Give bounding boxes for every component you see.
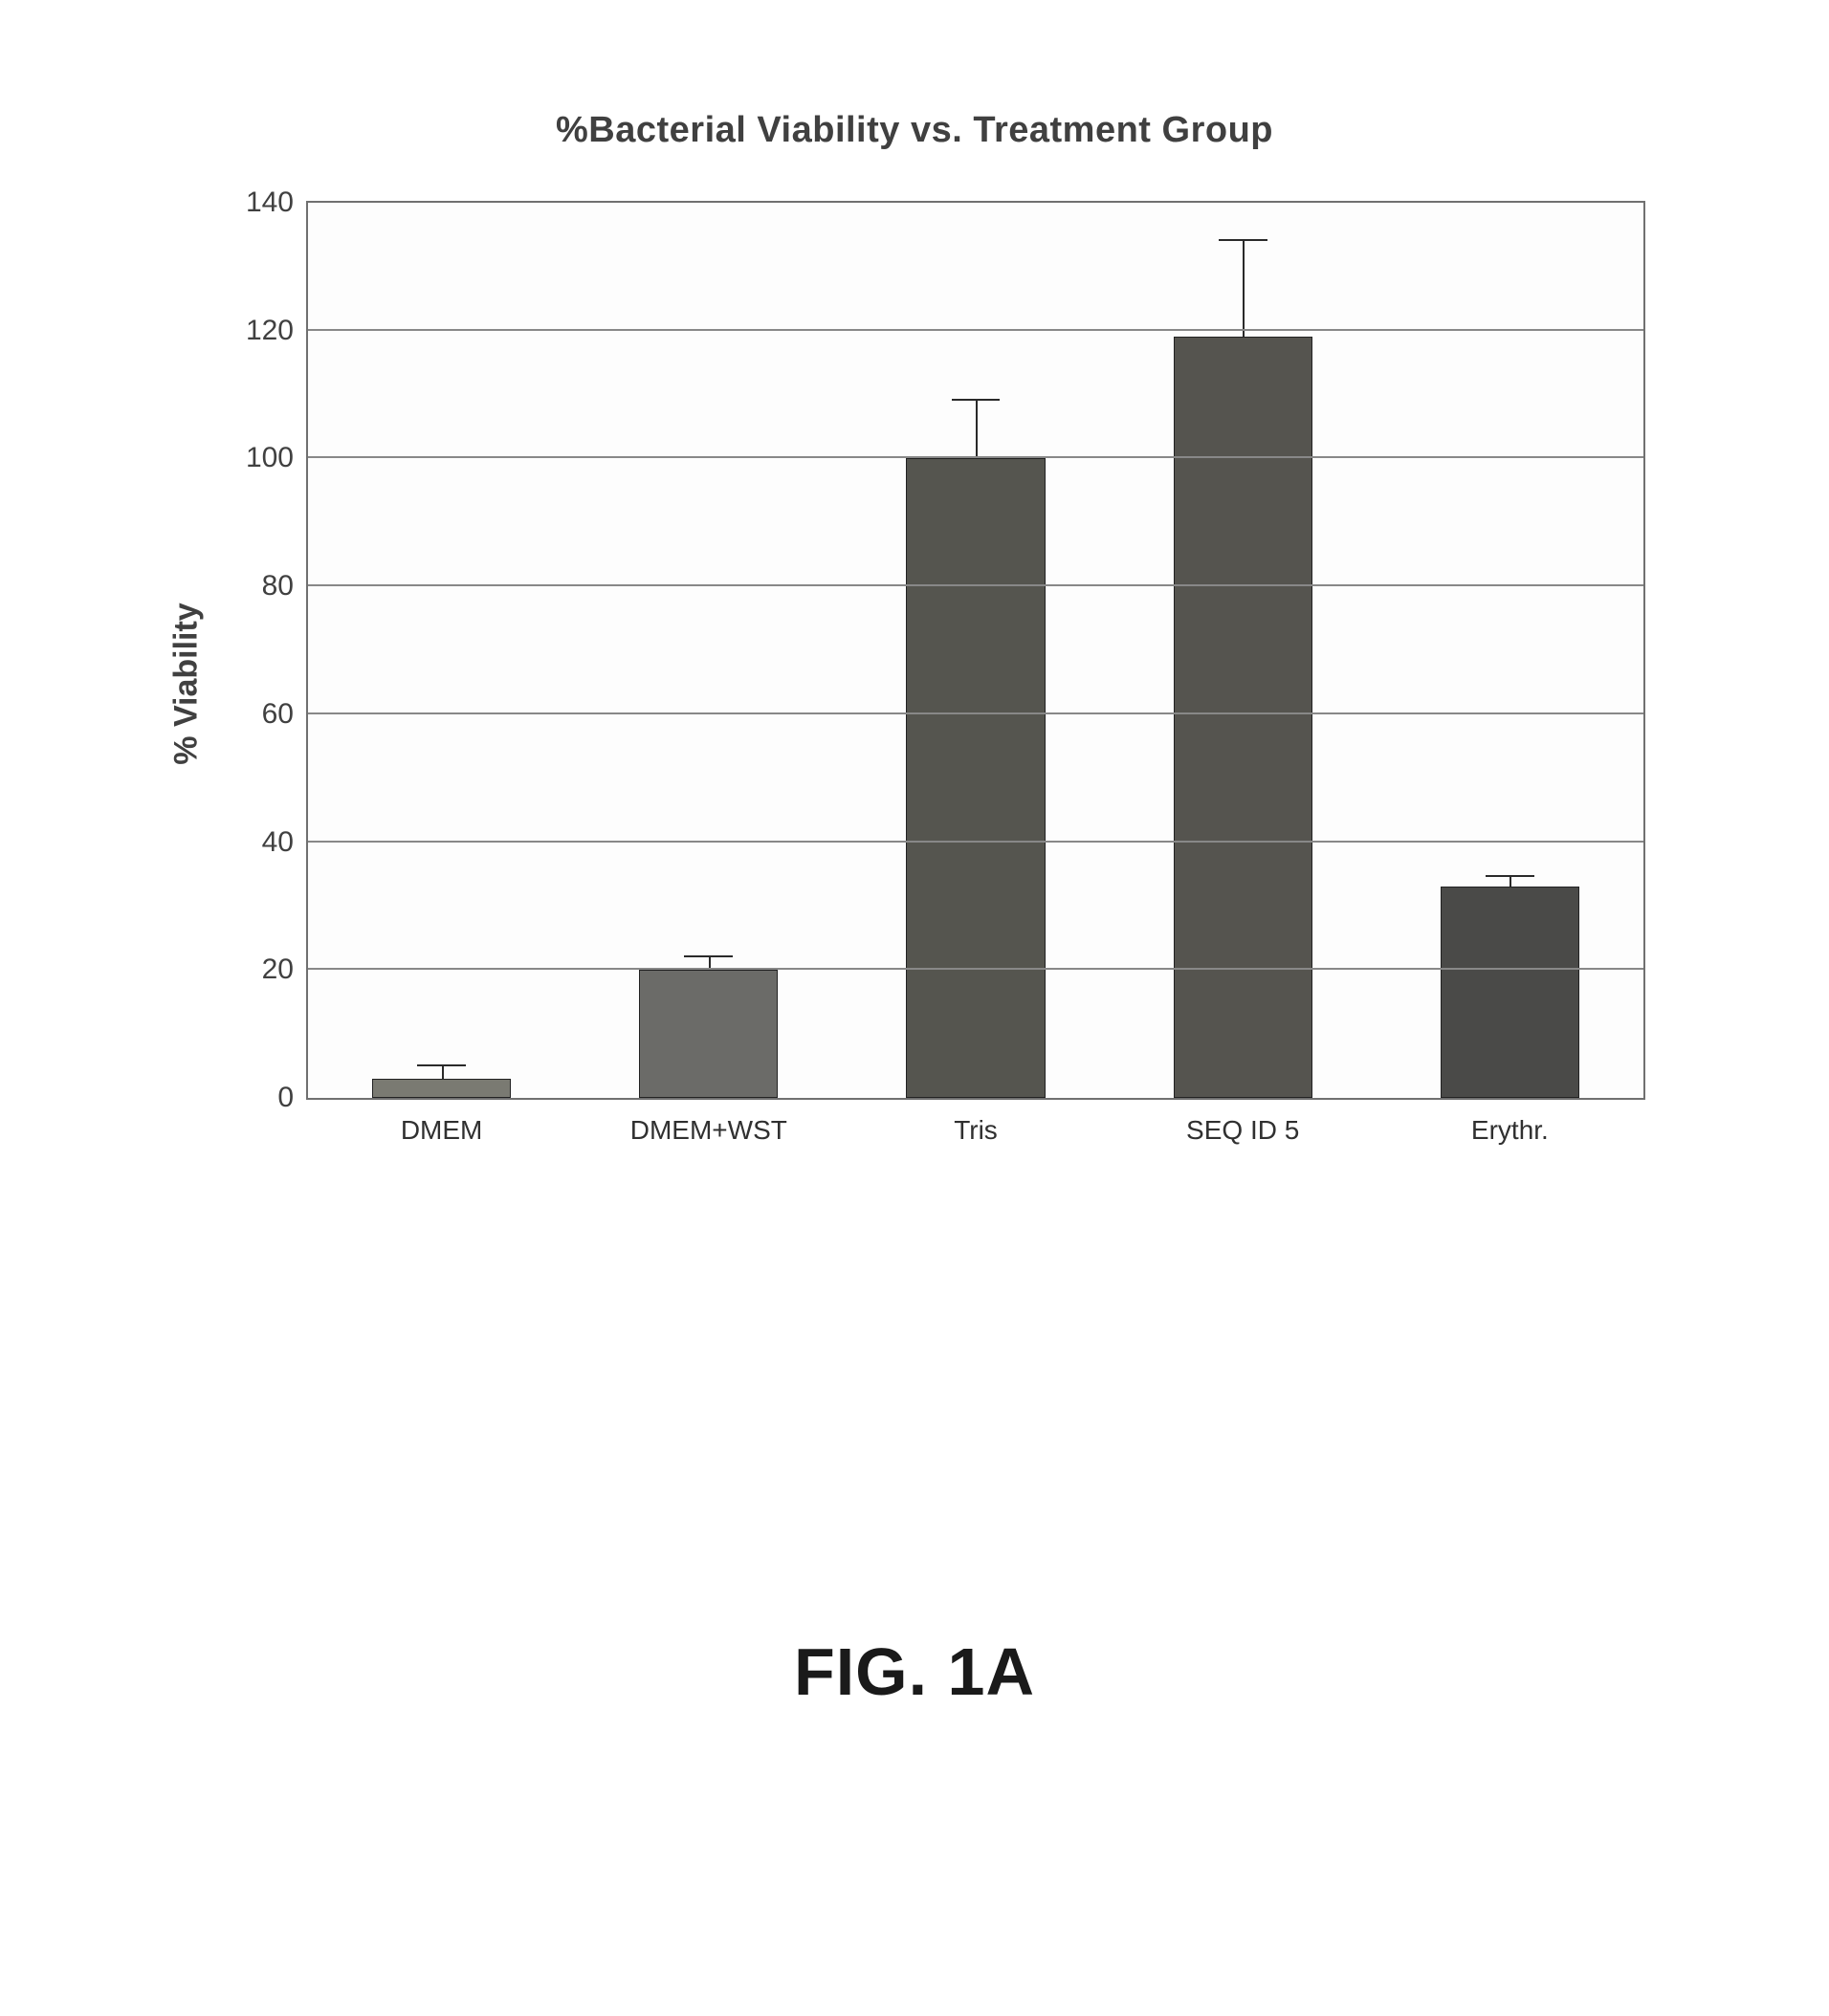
page: %Bacterial Viability vs. Treatment Group…	[0, 0, 1829, 2016]
y-tick-label: 120	[241, 315, 294, 347]
y-tick-label: 0	[241, 1082, 294, 1114]
gridline	[308, 968, 1643, 970]
gridline	[308, 329, 1643, 331]
error-bar	[1243, 241, 1245, 337]
gridline	[308, 712, 1643, 714]
y-axis-label: % Viability	[168, 603, 206, 764]
error-cap	[1219, 239, 1267, 241]
error-bar	[976, 401, 978, 458]
x-tick-label: Erythr.	[1471, 1115, 1549, 1146]
x-tick-label: DMEM+WST	[630, 1115, 787, 1146]
y-tick-label: 80	[241, 570, 294, 603]
error-cap	[1486, 875, 1534, 877]
error-cap	[952, 399, 1001, 401]
y-tick-label: 40	[241, 826, 294, 859]
y-tick-label: 20	[241, 953, 294, 986]
bar	[372, 1079, 511, 1098]
y-tick-label: 140	[241, 186, 294, 219]
error-cap	[417, 1064, 466, 1066]
bar	[1174, 337, 1312, 1098]
error-bar	[1509, 877, 1511, 887]
gridline	[308, 584, 1643, 586]
gridline	[308, 841, 1643, 843]
x-tick-label: DMEM	[401, 1115, 483, 1146]
bar	[1441, 887, 1579, 1098]
x-tick-label: Tris	[954, 1115, 998, 1146]
bar	[639, 970, 778, 1098]
y-tick-label: 60	[241, 698, 294, 731]
x-tick-label: SEQ ID 5	[1186, 1115, 1299, 1146]
bars-layer	[308, 203, 1643, 1098]
chart-area: % Viability 020406080100120140DMEMDMEM+W…	[143, 182, 1674, 1186]
bar	[906, 458, 1045, 1098]
chart-title: %Bacterial Viability vs. Treatment Group	[0, 110, 1829, 151]
error-cap	[684, 955, 733, 957]
error-bar	[442, 1066, 444, 1079]
plot-frame: 020406080100120140DMEMDMEM+WSTTrisSEQ ID…	[306, 201, 1645, 1100]
gridline	[308, 456, 1643, 458]
figure-caption: FIG. 1A	[0, 1633, 1829, 1710]
y-tick-label: 100	[241, 442, 294, 474]
